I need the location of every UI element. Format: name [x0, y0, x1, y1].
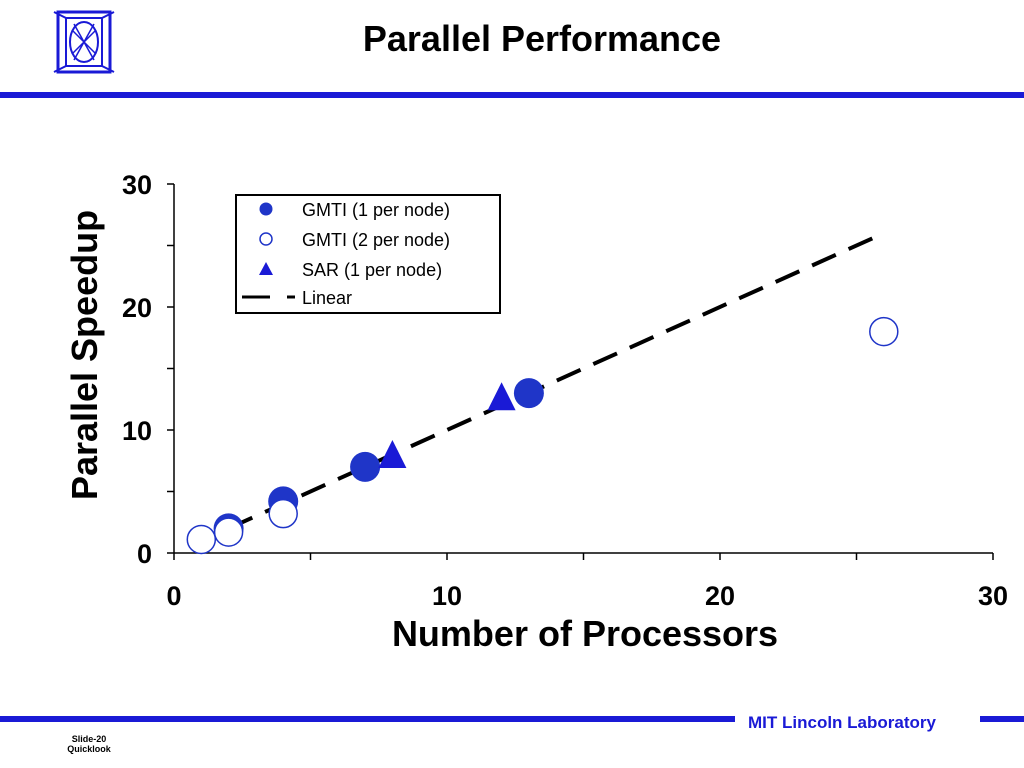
- y-axis-title: Parallel Speedup: [64, 210, 105, 500]
- x-tick-label: 30: [978, 581, 1008, 611]
- slide-number: Slide-20: [71, 734, 107, 744]
- x-tick-label: 0: [166, 581, 181, 611]
- y-tick-label: 30: [122, 170, 152, 200]
- y-tick-label: 20: [122, 293, 152, 323]
- slide-subtitle: Quicklook: [67, 744, 111, 754]
- x-tick-label: 20: [705, 581, 735, 611]
- legend-label-linear: Linear: [302, 288, 352, 308]
- legend-box: [235, 194, 501, 314]
- point-gmti-2: [869, 316, 899, 347]
- point-sar: [378, 440, 407, 469]
- data-points: [186, 316, 899, 555]
- legend-label-sar: SAR (1 per node): [302, 260, 442, 280]
- footer-rule-left: [0, 716, 735, 722]
- footer-lab-name: MIT Lincoln Laboratory: [748, 713, 936, 732]
- y-tick-label: 0: [137, 539, 152, 569]
- page-title: Parallel Performance: [362, 18, 722, 59]
- mit-lincoln-logo: [53, 10, 115, 74]
- point-sar: [487, 382, 516, 411]
- y-tick-label: 10: [122, 416, 152, 446]
- x-axis-title: Number of Processors: [392, 613, 778, 654]
- legend-marker-open-circle: [259, 232, 273, 246]
- x-tick-label: 10: [432, 581, 462, 611]
- point-gmti-2: [186, 524, 217, 555]
- chart-legend: GMTI (1 per node) GMTI (2 per node) SAR …: [235, 194, 501, 314]
- chart-axes: 0 10 20 30 0 10 20 30: [122, 170, 1008, 611]
- point-gmti-2: [213, 517, 244, 547]
- legend-label-gmti-2: GMTI (2 per node): [302, 230, 450, 250]
- point-gmti-1: [350, 451, 381, 482]
- footer-rule-right: [980, 716, 1024, 722]
- legend-marker-filled-circle: [259, 202, 273, 216]
- point-gmti-1: [513, 378, 544, 409]
- header-rule: [0, 92, 1024, 98]
- legend-label-gmti-1: GMTI (1 per node): [302, 200, 450, 220]
- legend-marker-triangle: [259, 262, 273, 275]
- point-gmti-2: [268, 498, 298, 529]
